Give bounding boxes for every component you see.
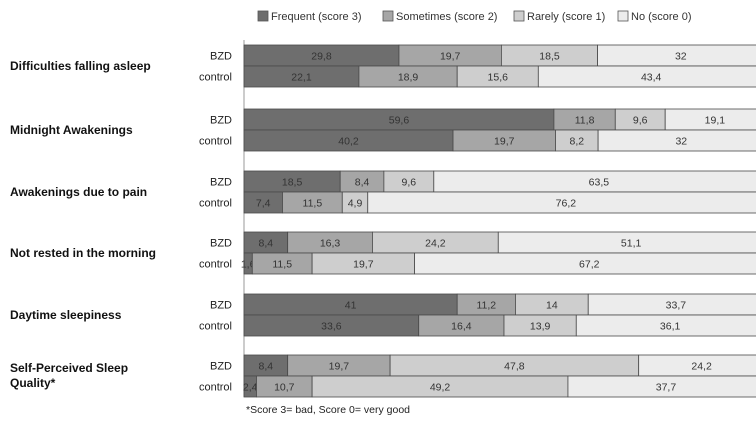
category-label: Difficulties falling asleep (10, 59, 151, 73)
data-label: 7,4 (256, 198, 271, 210)
data-label: 16,3 (320, 238, 341, 250)
group-label: control (199, 382, 232, 394)
data-label: 51,1 (621, 238, 642, 250)
group-label: control (199, 136, 232, 148)
group-label: control (199, 198, 232, 210)
category-group: Daytime sleepiness BZD 41 11,2 14 33,7 control… (10, 293, 756, 337)
legend-item: No (score 0) (617, 10, 692, 23)
category-label: Self-Perceived Sleep Quality* (10, 361, 128, 390)
data-label: 11,8 (575, 115, 595, 127)
bar-segment (575, 314, 756, 337)
legend-label: Frequent (score 3) (271, 11, 361, 23)
data-label: 63,5 (589, 177, 610, 189)
legend-swatch (382, 10, 394, 22)
data-label: 19,7 (494, 136, 515, 148)
data-label: 2,4 (243, 382, 258, 394)
category-label: Awakenings due to pain (10, 185, 147, 199)
data-label: 18,5 (539, 51, 560, 63)
data-label: 4,9 (348, 198, 363, 210)
legend-item: Rarely (score 1) (513, 10, 605, 23)
data-label: 24,2 (691, 361, 712, 373)
group-label: BZD (210, 361, 232, 373)
data-label: 32 (675, 136, 687, 148)
data-label: 8,4 (259, 361, 274, 373)
bar-segment (567, 375, 756, 398)
category-label: Not rested in the morning (10, 246, 156, 260)
data-label: 59,6 (389, 115, 410, 127)
category-label: Midnight Awakenings (10, 123, 133, 137)
data-label: 19,7 (353, 259, 374, 271)
group-label: BZD (210, 177, 232, 189)
legend-label: Rarely (score 1) (527, 11, 605, 23)
bar-segment (597, 129, 756, 152)
category-label: Daytime sleepiness (10, 308, 122, 322)
data-label: 11,5 (272, 259, 292, 271)
data-label: 67,2 (579, 259, 600, 271)
category-group: Difficulties falling asleep BZD 29,8 19,7 18… (10, 44, 756, 88)
data-label: 47,8 (504, 361, 525, 373)
group-label: control (199, 72, 232, 84)
legend-item: Frequent (score 3) (257, 10, 361, 23)
bar-segment (414, 252, 756, 275)
category-group: Awakenings due to pain BZD 18,5 8,4 9,6 63,5 c… (10, 170, 756, 214)
legend-swatch (257, 10, 269, 22)
data-label: 8,4 (355, 177, 370, 189)
data-label: 76,2 (556, 198, 577, 210)
data-label: 29,8 (311, 51, 332, 63)
legend-label: No (score 0) (631, 11, 692, 23)
data-label: 19,7 (329, 361, 350, 373)
group-label: control (199, 321, 232, 333)
data-label: 15,6 (488, 72, 509, 84)
category-group: Not rested in the morning BZD 8,4 16,3 24,2 5… (10, 231, 756, 275)
data-label: 19,7 (440, 51, 461, 63)
data-label: 16,4 (451, 321, 472, 333)
data-label: 8,2 (569, 136, 584, 148)
data-label: 18,5 (282, 177, 303, 189)
legend-swatch (617, 10, 629, 22)
data-label: 11,5 (303, 198, 323, 210)
legend-label: Sometimes (score 2) (396, 11, 497, 23)
category-group: Self-Perceived Sleep Quality* BZD 8,4 19,7 47… (10, 354, 756, 398)
bar-segment (367, 191, 756, 214)
legend-swatch (513, 10, 525, 22)
data-label: 22,1 (291, 72, 312, 84)
data-label: 36,1 (660, 321, 681, 333)
data-label: 49,2 (430, 382, 451, 394)
data-label: 8,4 (259, 238, 274, 250)
data-label: 14 (546, 300, 558, 312)
data-label: 13,9 (530, 321, 551, 333)
data-label: 10,7 (274, 382, 295, 394)
chart-rows: Difficulties falling asleep BZD 29,8 19,7 18… (10, 44, 756, 398)
data-label: 41 (345, 300, 357, 312)
legend: Frequent (score 3) Sometimes (score 2) Rar… (257, 10, 692, 23)
data-label: 11,2 (476, 300, 496, 312)
group-label: control (199, 259, 232, 271)
data-label: 33,6 (321, 321, 342, 333)
data-label: 9,6 (633, 115, 648, 127)
footnote: *Score 3= bad, Score 0= very good (246, 404, 410, 416)
category-group: Midnight Awakenings BZD 59,6 11,8 9,6 19,1 con… (10, 108, 756, 152)
group-label: BZD (210, 51, 232, 63)
data-label: 19,1 (705, 115, 726, 127)
legend-item: Sometimes (score 2) (382, 10, 497, 23)
data-label: 40,2 (338, 136, 359, 148)
group-label: BZD (210, 115, 232, 127)
data-label: 32 (675, 51, 687, 63)
data-label: 18,9 (398, 72, 419, 84)
data-label: 9,6 (402, 177, 417, 189)
data-label: 33,7 (666, 300, 687, 312)
data-label: 37,7 (656, 382, 677, 394)
group-label: BZD (210, 300, 232, 312)
bar-segment (537, 65, 756, 88)
data-label: 43,4 (641, 72, 662, 84)
data-label: 24,2 (425, 238, 446, 250)
group-label: BZD (210, 238, 232, 250)
